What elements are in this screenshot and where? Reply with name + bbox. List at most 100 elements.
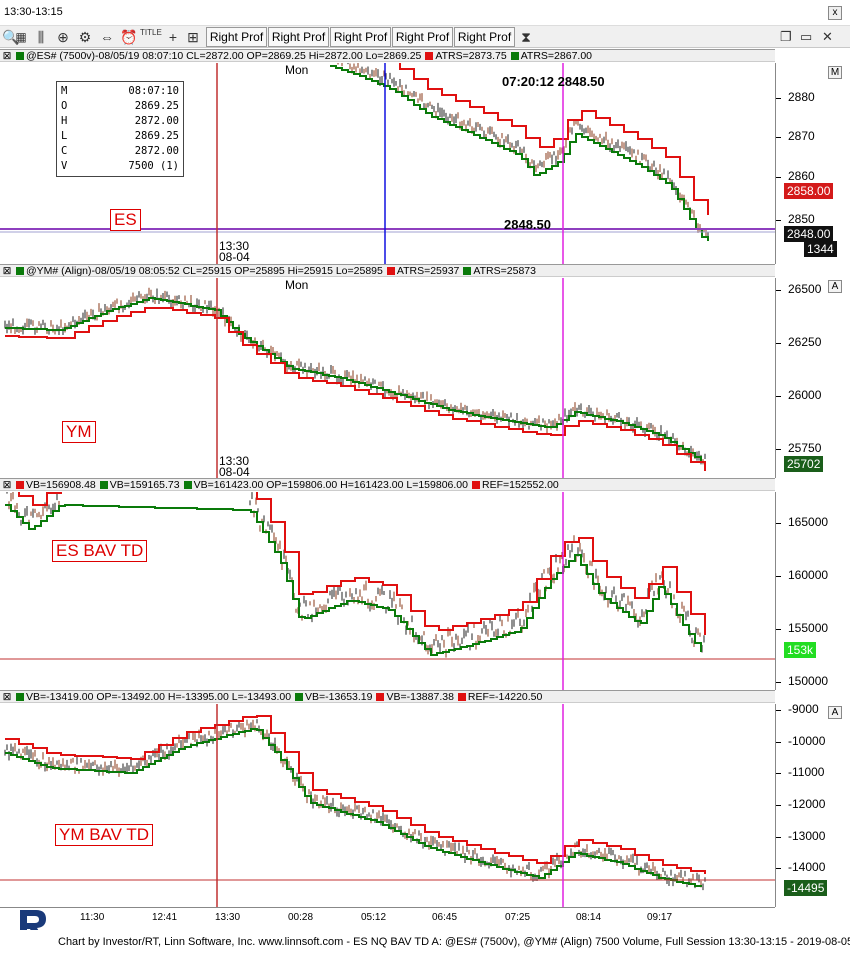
session-time: 13:30 [219,454,250,468]
color-swatch [425,52,434,60]
gear-icon[interactable]: ⚙ [78,29,92,45]
last-value-tag: 153k [784,642,817,658]
es-bav-pane[interactable]: ES BAV TD [0,492,775,690]
es-bav-pane-header: ⊠ VB=156908.48 VB=159165.73 VB=161423.00 OP… [0,478,775,491]
footer: Chart by Investor/RT, Linn Software, Inc… [0,930,850,956]
ym-chart [4,278,706,478]
pane-close-icon[interactable]: ⊠ [2,479,12,491]
session-time: 13:30 [219,239,250,253]
price-tick: 2850 [788,212,815,226]
es-price-axis[interactable]: M 2880 2870 2860 2850 2858.00 2848.00 13… [775,63,850,264]
price-tick: 26000 [788,388,822,402]
volume-tag: 1344 [804,241,837,257]
chart-toolbar: 🔍 ▦ ⫼ ⊕ ⚙ ⇔ ⏰ TITLE + ⊞ Right Prof Right… [0,26,850,48]
ruler-icon[interactable]: ⊞ [187,29,199,45]
minimize-icon[interactable]: ▭ [800,29,813,44]
time-tick: 11:30 [80,912,105,923]
restore-icon[interactable]: ❐ [780,29,792,44]
atrs-lower-line [330,65,709,241]
data-box-row: V 7500 (1) [61,160,179,172]
ym-bav-axis[interactable]: A -9000 -10000 -11000 -12000 -13000 -140… [775,702,850,907]
atrs-upper-line [399,63,709,215]
price-tick: 25750 [788,441,822,455]
window-titlebar: 13:30-13:15 x [0,0,850,26]
vb-lower: VB=159165.73 [109,479,180,491]
upper-band-tag: 2858.00 [784,183,834,199]
es-label: ES [110,209,141,231]
time-tick: 13:30 [215,912,241,923]
ym-price-pane[interactable]: YM Mon 13:30 08-04 [0,278,775,478]
right-profile-button[interactable]: Right Prof [330,27,391,47]
value-tick: 160000 [788,568,829,582]
data-box-row: L 2869.25 [61,130,179,142]
right-profile-button[interactable]: Right Prof [206,27,267,47]
time-tick: 06:45 [432,912,458,923]
data-box-row: M 08:07:10 [61,85,179,97]
ym-bav-chart [0,704,775,907]
time-axis[interactable]: 11:30 12:41 13:30 00:28 05:12 06:45 07:2… [0,907,775,929]
right-profile-button[interactable]: Right Prof [392,27,453,47]
data-box-row: H 2872.00 [61,115,179,127]
ref-value: REF=152552.00 [481,479,559,491]
session-date: 08-04 [219,250,250,264]
atrs-upper: ATRS=25937 [396,265,460,277]
value-tick: -14000 [788,860,826,874]
price-tick: 2880 [788,90,815,104]
right-profile-button[interactable]: Right Prof [268,27,329,47]
ym-price-axis[interactable]: A 26500 26250 26000 25750 25702 [775,278,850,478]
atrs-upper: ATRS=2873.75 [435,50,507,62]
value-tick: 165000 [788,515,829,529]
ym-bav-pane[interactable]: YM BAV TD [0,704,775,907]
time-tick: 12:41 [152,912,178,923]
scale-mode-button[interactable]: A [828,706,842,719]
right-profile-button[interactable]: Right Prof [454,27,515,47]
pane-close-icon[interactable]: ⊠ [2,265,12,277]
time-tick: 00:28 [288,912,314,923]
last-price-tag: 25702 [784,456,824,472]
bars-icon[interactable]: ▦ [15,30,27,44]
footer-caption: Chart by Investor/RT, Linn Software, Inc… [58,936,850,948]
value-tick: 150000 [788,674,829,688]
value-tick: 155000 [788,621,829,635]
zoom-icon[interactable]: 🔍 [2,29,20,45]
price-tick: 2860 [788,169,815,183]
vb-lower-line [5,728,702,887]
vb-lower-line [5,504,702,656]
vb-upper: VB=-13887.38 [386,691,454,703]
atrs-lower-line [5,297,702,461]
vb-upper-line [18,492,706,635]
vb-lower: VB=-13653.19 [305,691,373,703]
close-icon[interactable]: x [828,6,842,20]
color-swatch [16,52,24,60]
vb-upper: VB=156908.48 [26,479,96,491]
cursor-readout: 07:20:12 2848.50 [502,74,605,89]
es-price-pane[interactable]: M 08:07:10 O 2869.25 H 2872.00 L 2869.25 C 28… [0,63,775,264]
es-header-text: @ES# (7500v)-08/05/19 08:07:10 CL=2872.0… [26,50,422,62]
crossbar-icon[interactable]: ⇔ [100,29,114,45]
scale-mode-button[interactable]: M [828,66,842,79]
data-box-row: O 2869.25 [61,100,179,112]
price-tick: 26250 [788,335,822,349]
pane-close-icon[interactable]: ⊠ [2,50,12,62]
level-readout: 2848.50 [504,217,551,232]
value-tick: -10000 [788,734,826,748]
title-icon[interactable]: TITLE [140,28,162,37]
window-title: 13:30-13:15 [4,6,63,18]
hourglass-icon[interactable]: ⧗ [521,29,531,45]
bars-icon[interactable]: ⫼ [37,29,45,45]
crosshair-icon[interactable]: + [168,29,178,45]
close-icon[interactable]: ✕ [822,29,833,44]
atrs-lower: ATRS=25873 [473,265,536,277]
magnifier-icon[interactable]: ⊕ [57,29,69,45]
scale-mode-button[interactable]: A [828,280,842,293]
es-bav-label: ES BAV TD [52,540,148,562]
last-value-tag: -14495 [784,880,828,896]
data-box: M 08:07:10 O 2869.25 H 2872.00 L 2869.25 C 28… [56,81,184,177]
pane-close-icon[interactable]: ⊠ [2,691,12,703]
ref-value: REF=-14220.50 [467,691,543,703]
last-price-tag: 2848.00 [784,226,834,242]
ym-bav-pane-header: ⊠ VB=-13419.00 OP=-13492.00 H=-13395.00 L… [0,690,775,703]
value-tick: -13000 [788,829,826,843]
alarm-icon[interactable]: ⏰ [120,29,138,45]
es-bav-axis[interactable]: 165000 160000 155000 150000 153k [775,492,850,690]
